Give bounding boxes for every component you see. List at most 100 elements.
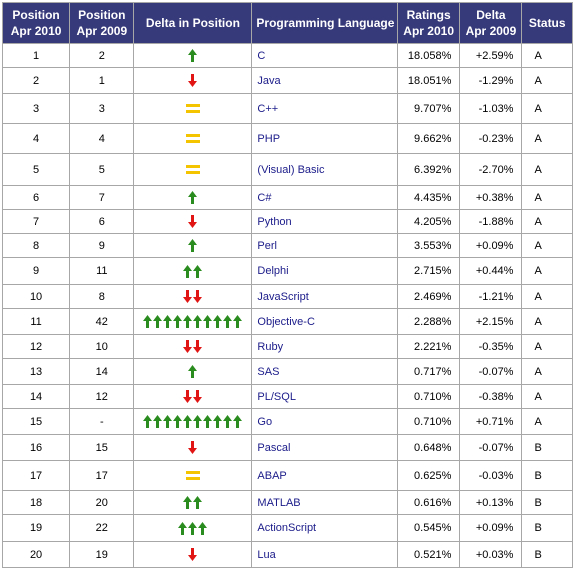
down-arrows-icon	[188, 441, 198, 454]
delta-position-cell	[134, 409, 252, 434]
rating-cell: 2.469%	[397, 285, 460, 308]
status-cell: A	[522, 210, 572, 233]
table-row: 5 5 (Visual) Basic 6.392% -2.70% A	[3, 154, 572, 185]
delta-rating-cell: +0.09%	[460, 234, 522, 257]
rating-cell: 2.221%	[397, 335, 460, 358]
position-2009-cell: 10	[70, 335, 134, 358]
status-cell: A	[522, 154, 572, 185]
rating-cell: 0.616%	[397, 491, 460, 514]
rating-cell: 0.545%	[397, 515, 460, 541]
table-header-row: Position Apr 2010 Position Apr 2009 Delta …	[3, 3, 572, 43]
language-link[interactable]: Python	[252, 210, 397, 233]
position-2009-cell: 22	[70, 515, 134, 541]
delta-rating-cell: -0.35%	[460, 335, 522, 358]
delta-position-cell	[134, 461, 252, 490]
language-link[interactable]: PL/SQL	[252, 385, 397, 408]
position-2010-cell: 6	[3, 186, 70, 209]
delta-position-cell	[134, 285, 252, 308]
language-link[interactable]: Delphi	[252, 258, 397, 284]
rating-cell: 4.435%	[397, 186, 460, 209]
position-2009-cell: 2	[70, 44, 134, 67]
position-2010-cell: 4	[3, 124, 70, 153]
table-row: 2 1 Java 18.051% -1.29% A	[3, 68, 572, 93]
position-2009-cell: 11	[70, 258, 134, 284]
position-2009-cell: 12	[70, 385, 134, 408]
language-link[interactable]: Pascal	[252, 435, 397, 460]
status-cell: B	[522, 435, 572, 460]
position-2009-cell: 15	[70, 435, 134, 460]
rating-cell: 6.392%	[397, 154, 460, 185]
delta-position-cell	[134, 491, 252, 514]
table-row: 7 6 Python 4.205% -1.88% A	[3, 210, 572, 233]
position-2010-cell: 14	[3, 385, 70, 408]
status-cell: A	[522, 68, 572, 93]
down-arrows-icon	[188, 548, 198, 561]
header-position-2009-line2: Apr 2009	[76, 24, 128, 38]
delta-position-cell	[134, 68, 252, 93]
language-link[interactable]: Go	[252, 409, 397, 434]
table-row: 18 20 MATLAB 0.616% +0.13% B	[3, 491, 572, 514]
position-2010-cell: 19	[3, 515, 70, 541]
position-2009-cell: 5	[70, 154, 134, 185]
delta-rating-cell: -0.38%	[460, 385, 522, 408]
position-2010-cell: 18	[3, 491, 70, 514]
up-arrows-icon	[188, 239, 198, 252]
delta-rating-cell: -2.70%	[460, 154, 522, 185]
position-2010-cell: 8	[3, 234, 70, 257]
delta-rating-cell: -1.21%	[460, 285, 522, 308]
position-2009-cell: 7	[70, 186, 134, 209]
up-arrows-icon	[188, 191, 198, 204]
header-position-2010: Position Apr 2010	[3, 3, 70, 43]
status-cell: A	[522, 309, 572, 334]
position-2009-cell: 6	[70, 210, 134, 233]
language-link[interactable]: Lua	[252, 542, 397, 567]
delta-position-cell	[134, 44, 252, 67]
language-link[interactable]: Objective-C	[252, 309, 397, 334]
header-position-2010-line1: Position	[12, 8, 60, 22]
down-arrows-icon	[183, 290, 203, 303]
header-ratings-line1: Ratings	[406, 8, 451, 22]
delta-position-cell	[134, 94, 252, 123]
up-arrows-icon	[143, 415, 243, 428]
language-link[interactable]: Perl	[252, 234, 397, 257]
up-arrows-icon	[178, 521, 208, 535]
language-link[interactable]: Java	[252, 68, 397, 93]
language-link[interactable]: PHP	[252, 124, 397, 153]
position-2009-cell: 4	[70, 124, 134, 153]
language-link[interactable]: Ruby	[252, 335, 397, 358]
language-link[interactable]: ActionScript	[252, 515, 397, 541]
language-link[interactable]: SAS	[252, 359, 397, 384]
down-arrows-icon	[188, 215, 198, 228]
header-position-2009: Position Apr 2009	[70, 3, 134, 43]
delta-position-cell	[134, 258, 252, 284]
header-ratings-line2: Apr 2010	[403, 24, 454, 38]
language-link[interactable]: C++	[252, 94, 397, 123]
language-link[interactable]: MATLAB	[252, 491, 397, 514]
language-link[interactable]: C	[252, 44, 397, 67]
table-row: 9 11 Delphi 2.715% +0.44% A	[3, 258, 572, 284]
position-2009-cell: 8	[70, 285, 134, 308]
rating-cell: 0.625%	[397, 461, 460, 490]
position-2010-cell: 9	[3, 258, 70, 284]
language-link[interactable]: ABAP	[252, 461, 397, 490]
position-2010-cell: 2	[3, 68, 70, 93]
position-2009-cell: 20	[70, 491, 134, 514]
table-row: 15- Go 0.710% +0.71% A	[3, 409, 572, 434]
delta-rating-cell: -0.03%	[460, 461, 522, 490]
language-link[interactable]: JavaScript	[252, 285, 397, 308]
same-arrows-icon	[185, 134, 200, 144]
delta-position-cell	[134, 154, 252, 185]
language-link[interactable]: C#	[252, 186, 397, 209]
language-link[interactable]: (Visual) Basic	[252, 154, 397, 185]
status-cell: B	[522, 461, 572, 490]
position-2010-cell: 5	[3, 154, 70, 185]
down-arrows-icon	[183, 340, 203, 353]
delta-rating-cell: -0.23%	[460, 124, 522, 153]
rating-cell: 2.715%	[397, 258, 460, 284]
down-arrows-icon	[188, 74, 198, 87]
rating-cell: 0.717%	[397, 359, 460, 384]
status-cell: A	[522, 258, 572, 284]
header-delta-position: Delta in Position	[134, 3, 252, 43]
table-row: 17 17 ABAP 0.625% -0.03% B	[3, 461, 572, 490]
